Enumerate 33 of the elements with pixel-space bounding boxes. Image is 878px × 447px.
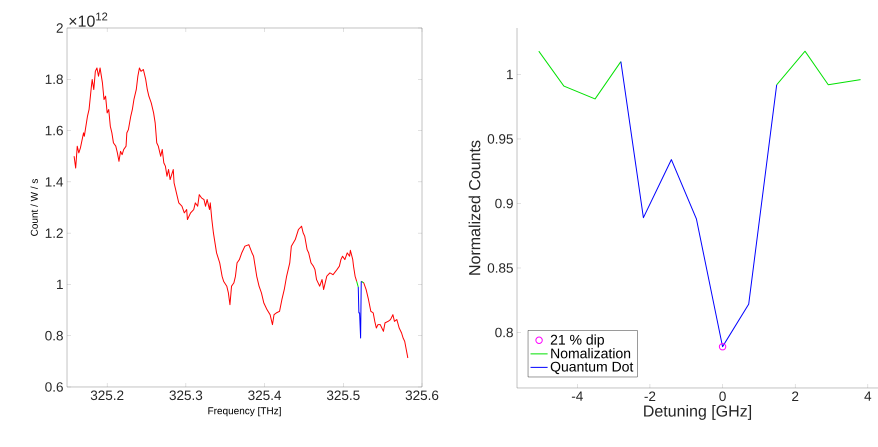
y-tick-label: 0.8: [495, 328, 513, 338]
y-tick-label: 2: [56, 23, 63, 33]
x-tick-label: 325.4: [248, 390, 282, 400]
line-series: [358, 280, 362, 339]
x-tick-label: 2: [792, 392, 798, 401]
y-tick-label: 1.4: [46, 177, 64, 186]
x-tick-label: 0: [719, 392, 726, 402]
y-tick-label: 1: [506, 70, 513, 80]
legend-label: 21 % dip: [550, 334, 604, 348]
y-tick-label: 0.8: [45, 330, 63, 340]
x-tick-label: 4: [864, 392, 872, 401]
y-tick-label: 1.6: [46, 126, 63, 136]
x-tick-label: 325.5: [326, 390, 360, 400]
y-tick-label: 0.95: [488, 134, 513, 144]
legend-label: Nomalization: [551, 348, 630, 358]
y-axis-title: Normalized Counts: [468, 140, 480, 275]
x-tick-label: 325.6: [406, 390, 438, 400]
x-tick-label: -2: [644, 392, 656, 401]
y-axis-title: Count / W / s: [30, 178, 38, 236]
x-tick-label: 325.2: [90, 390, 124, 400]
text: ×10$^{12}$: [69, 12, 108, 27]
x-axis-title: Detuning [GHz]: [644, 404, 752, 420]
line-series: [620, 61, 778, 348]
legend-label: Quantum Dot: [550, 362, 634, 374]
x-axis-title: Frequency [THz]: [208, 406, 281, 416]
x-tick-label: -4: [572, 392, 583, 401]
y-tick-label: 0.9: [495, 198, 513, 208]
y-tick-label: 0.85: [488, 263, 513, 273]
y-tick-label: 1.8: [46, 74, 63, 84]
x-tick-label: 325.3: [169, 390, 202, 400]
y-tick-label: 1.2: [46, 228, 63, 238]
y-tick-label: 0.6: [45, 382, 63, 392]
y-tick-label: 1: [57, 280, 63, 290]
